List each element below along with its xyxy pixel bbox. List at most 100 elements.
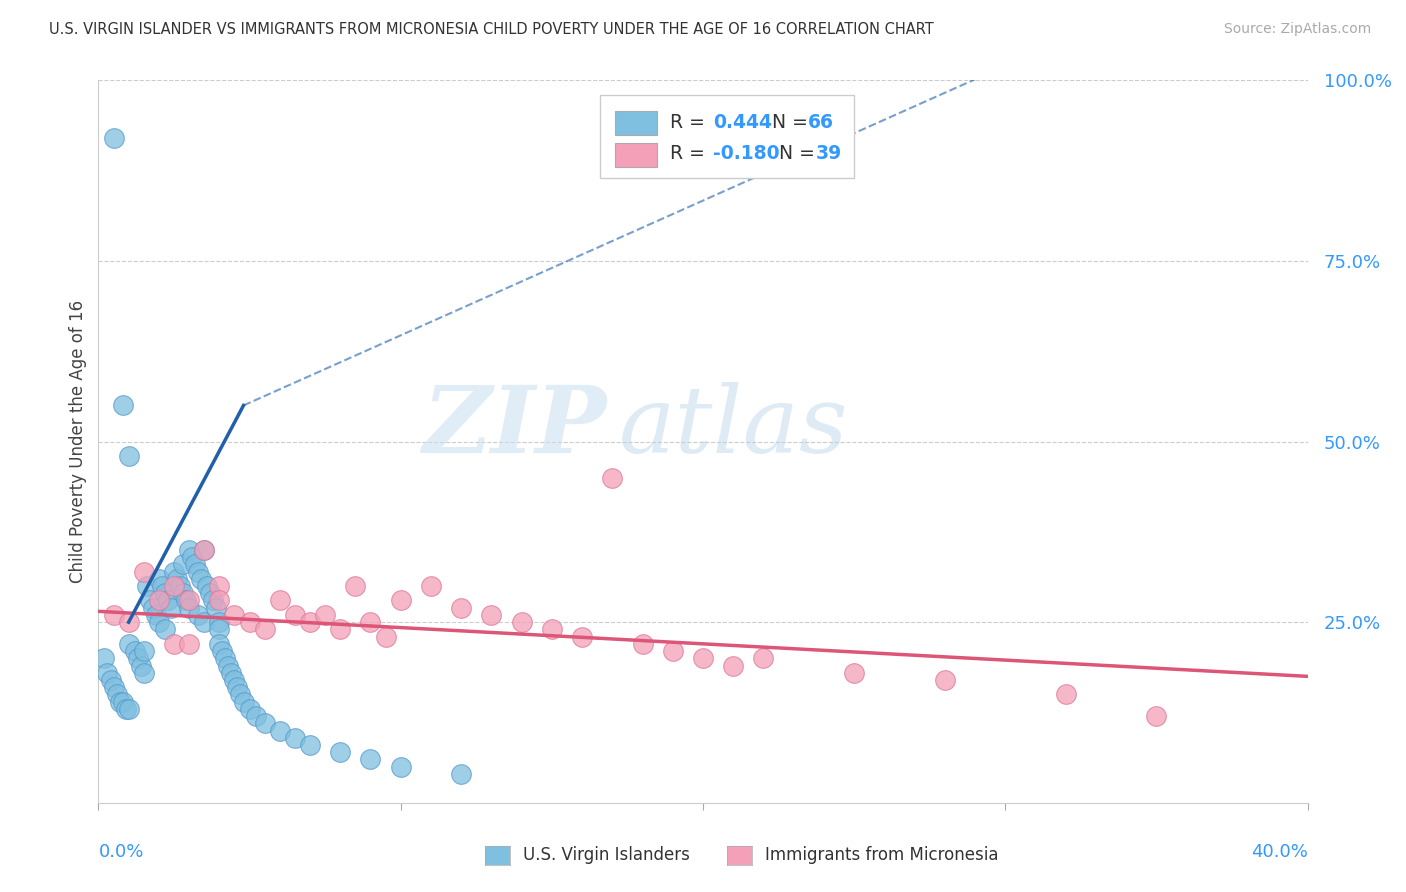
Text: Immigrants from Micronesia: Immigrants from Micronesia — [765, 847, 998, 864]
Point — [103, 680, 125, 694]
Point — [179, 637, 201, 651]
Point — [103, 607, 125, 622]
Point — [193, 615, 215, 630]
Point — [208, 623, 231, 637]
Point — [631, 637, 654, 651]
Point — [602, 470, 624, 484]
Text: N =: N = — [759, 112, 814, 132]
Point — [253, 623, 276, 637]
Point — [389, 593, 412, 607]
Point — [269, 593, 291, 607]
Point — [360, 752, 382, 766]
Text: 39: 39 — [815, 145, 842, 163]
FancyBboxPatch shape — [600, 95, 855, 178]
Point — [239, 615, 262, 630]
Point — [1144, 709, 1167, 723]
Point — [299, 738, 322, 752]
Point — [195, 579, 218, 593]
Point — [217, 658, 239, 673]
Point — [150, 579, 173, 593]
Point — [103, 131, 125, 145]
Point — [174, 593, 197, 607]
Point — [360, 615, 382, 630]
Point — [132, 644, 155, 658]
Point — [187, 607, 209, 622]
Text: ZIP: ZIP — [422, 382, 606, 472]
Point — [344, 579, 367, 593]
Point — [253, 716, 276, 731]
Point — [132, 665, 155, 680]
Point — [135, 579, 157, 593]
Point — [169, 579, 191, 593]
Point — [111, 695, 134, 709]
Point — [692, 651, 714, 665]
Point — [179, 600, 201, 615]
Point — [374, 630, 396, 644]
Point — [1054, 687, 1077, 701]
Text: 66: 66 — [808, 112, 834, 132]
Point — [245, 709, 267, 723]
Point — [153, 623, 176, 637]
Point — [118, 615, 141, 630]
Text: 0.444: 0.444 — [713, 112, 772, 132]
Point — [450, 767, 472, 781]
Text: 0.0%: 0.0% — [98, 843, 143, 861]
Point — [127, 651, 149, 665]
Text: atlas: atlas — [619, 382, 848, 472]
Point — [420, 579, 443, 593]
Point — [224, 607, 246, 622]
Point — [148, 593, 170, 607]
Point — [844, 665, 866, 680]
Point — [571, 630, 593, 644]
Point — [156, 593, 179, 607]
Point — [96, 665, 118, 680]
Point — [124, 644, 146, 658]
Point — [284, 607, 307, 622]
Point — [139, 593, 162, 607]
Text: Source: ZipAtlas.com: Source: ZipAtlas.com — [1223, 22, 1371, 37]
Point — [153, 586, 176, 600]
Point — [229, 687, 252, 701]
Point — [129, 658, 152, 673]
Point — [232, 695, 254, 709]
Point — [132, 565, 155, 579]
Point — [148, 572, 170, 586]
Text: R =: R = — [671, 145, 711, 163]
Point — [163, 637, 186, 651]
FancyBboxPatch shape — [614, 112, 657, 136]
Point — [190, 572, 212, 586]
Point — [226, 680, 249, 694]
Point — [269, 723, 291, 738]
Text: U.S. VIRGIN ISLANDER VS IMMIGRANTS FROM MICRONESIA CHILD POVERTY UNDER THE AGE O: U.S. VIRGIN ISLANDER VS IMMIGRANTS FROM … — [49, 22, 934, 37]
Point — [181, 550, 204, 565]
Point — [208, 593, 231, 607]
Point — [934, 673, 956, 687]
Point — [540, 623, 562, 637]
Point — [224, 673, 246, 687]
Point — [239, 702, 262, 716]
Point — [145, 607, 167, 622]
Point — [510, 615, 533, 630]
Point — [208, 579, 231, 593]
Text: N =: N = — [768, 145, 821, 163]
Point — [211, 644, 233, 658]
Point — [200, 586, 222, 600]
Point — [148, 615, 170, 630]
Point — [481, 607, 503, 622]
Text: U.S. Virgin Islanders: U.S. Virgin Islanders — [523, 847, 690, 864]
Point — [184, 558, 207, 572]
Point — [160, 600, 183, 615]
Point — [208, 615, 231, 630]
Point — [193, 542, 215, 557]
Point — [163, 579, 186, 593]
Point — [314, 607, 336, 622]
Text: 40.0%: 40.0% — [1251, 843, 1308, 861]
Text: -0.180: -0.180 — [713, 145, 779, 163]
Text: R =: R = — [671, 112, 711, 132]
Point — [193, 542, 215, 557]
Point — [661, 644, 683, 658]
Point — [299, 615, 322, 630]
Point — [142, 600, 165, 615]
Point — [118, 449, 141, 463]
Point — [100, 673, 122, 687]
